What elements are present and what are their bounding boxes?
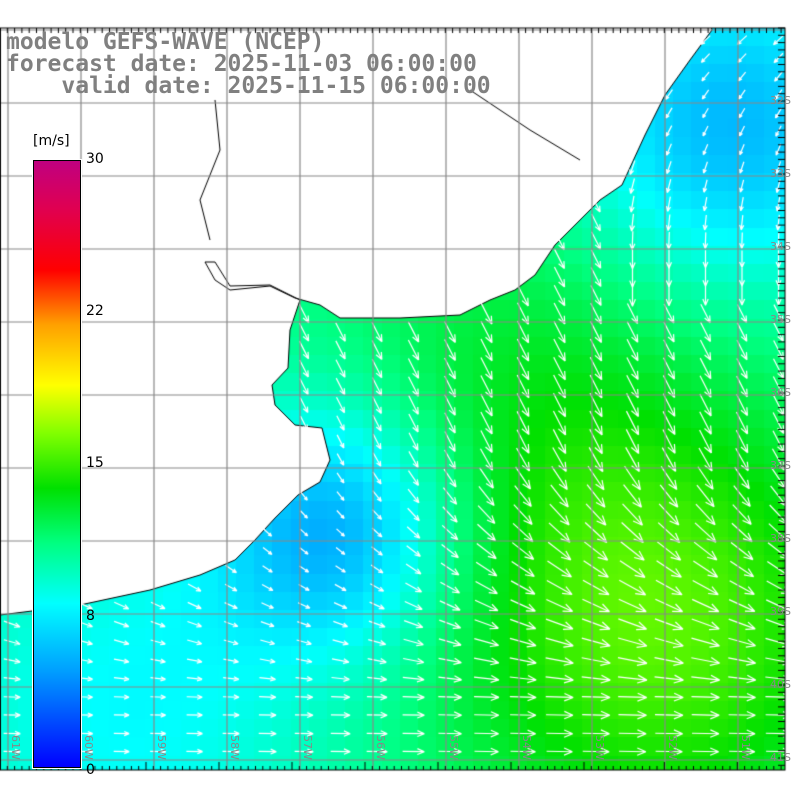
longitude-label: 53W [593, 735, 606, 760]
colorbar-label: 8 [86, 608, 95, 624]
longitude-label: 51W [739, 735, 752, 760]
latitude-label: 34S [770, 240, 791, 253]
latitude-label: 38S [770, 532, 791, 545]
colorbar-label: 22 [86, 303, 104, 319]
longitude-label: 57W [301, 735, 314, 760]
latitude-label: 41S [770, 751, 791, 764]
colorbar-label: 15 [86, 455, 104, 471]
latitude-label: 37S [770, 459, 791, 472]
latitude-label: 32S [770, 94, 791, 107]
latitude-label: 36S [770, 386, 791, 399]
forecast-date: forecast date: 2025-11-03 06:00:00 [6, 51, 477, 77]
longitude-label: 59W [155, 735, 168, 760]
latitude-label: 33S [770, 167, 791, 180]
longitude-label: 54W [520, 735, 533, 760]
longitude-label: 55W [447, 735, 460, 760]
model-title: modelo GEFS-WAVE (NCEP) [6, 29, 325, 55]
longitude-label: 61W [9, 735, 22, 760]
latitude-label: 40S [770, 678, 791, 691]
longitude-label: 60W [82, 735, 95, 760]
longitude-label: 58W [228, 735, 241, 760]
colorbar-label: 0 [86, 762, 95, 778]
latitude-label: 35S [770, 313, 791, 326]
latitude-label: 39S [770, 605, 791, 618]
colorbar-label: 30 [86, 151, 104, 167]
valid-date: valid date: 2025-11-15 06:00:00 [6, 73, 491, 99]
longitude-label: 52W [666, 735, 679, 760]
longitude-label: 56W [374, 735, 387, 760]
colorbar-unit: [m/s] [33, 133, 70, 149]
colorbar [33, 160, 81, 768]
